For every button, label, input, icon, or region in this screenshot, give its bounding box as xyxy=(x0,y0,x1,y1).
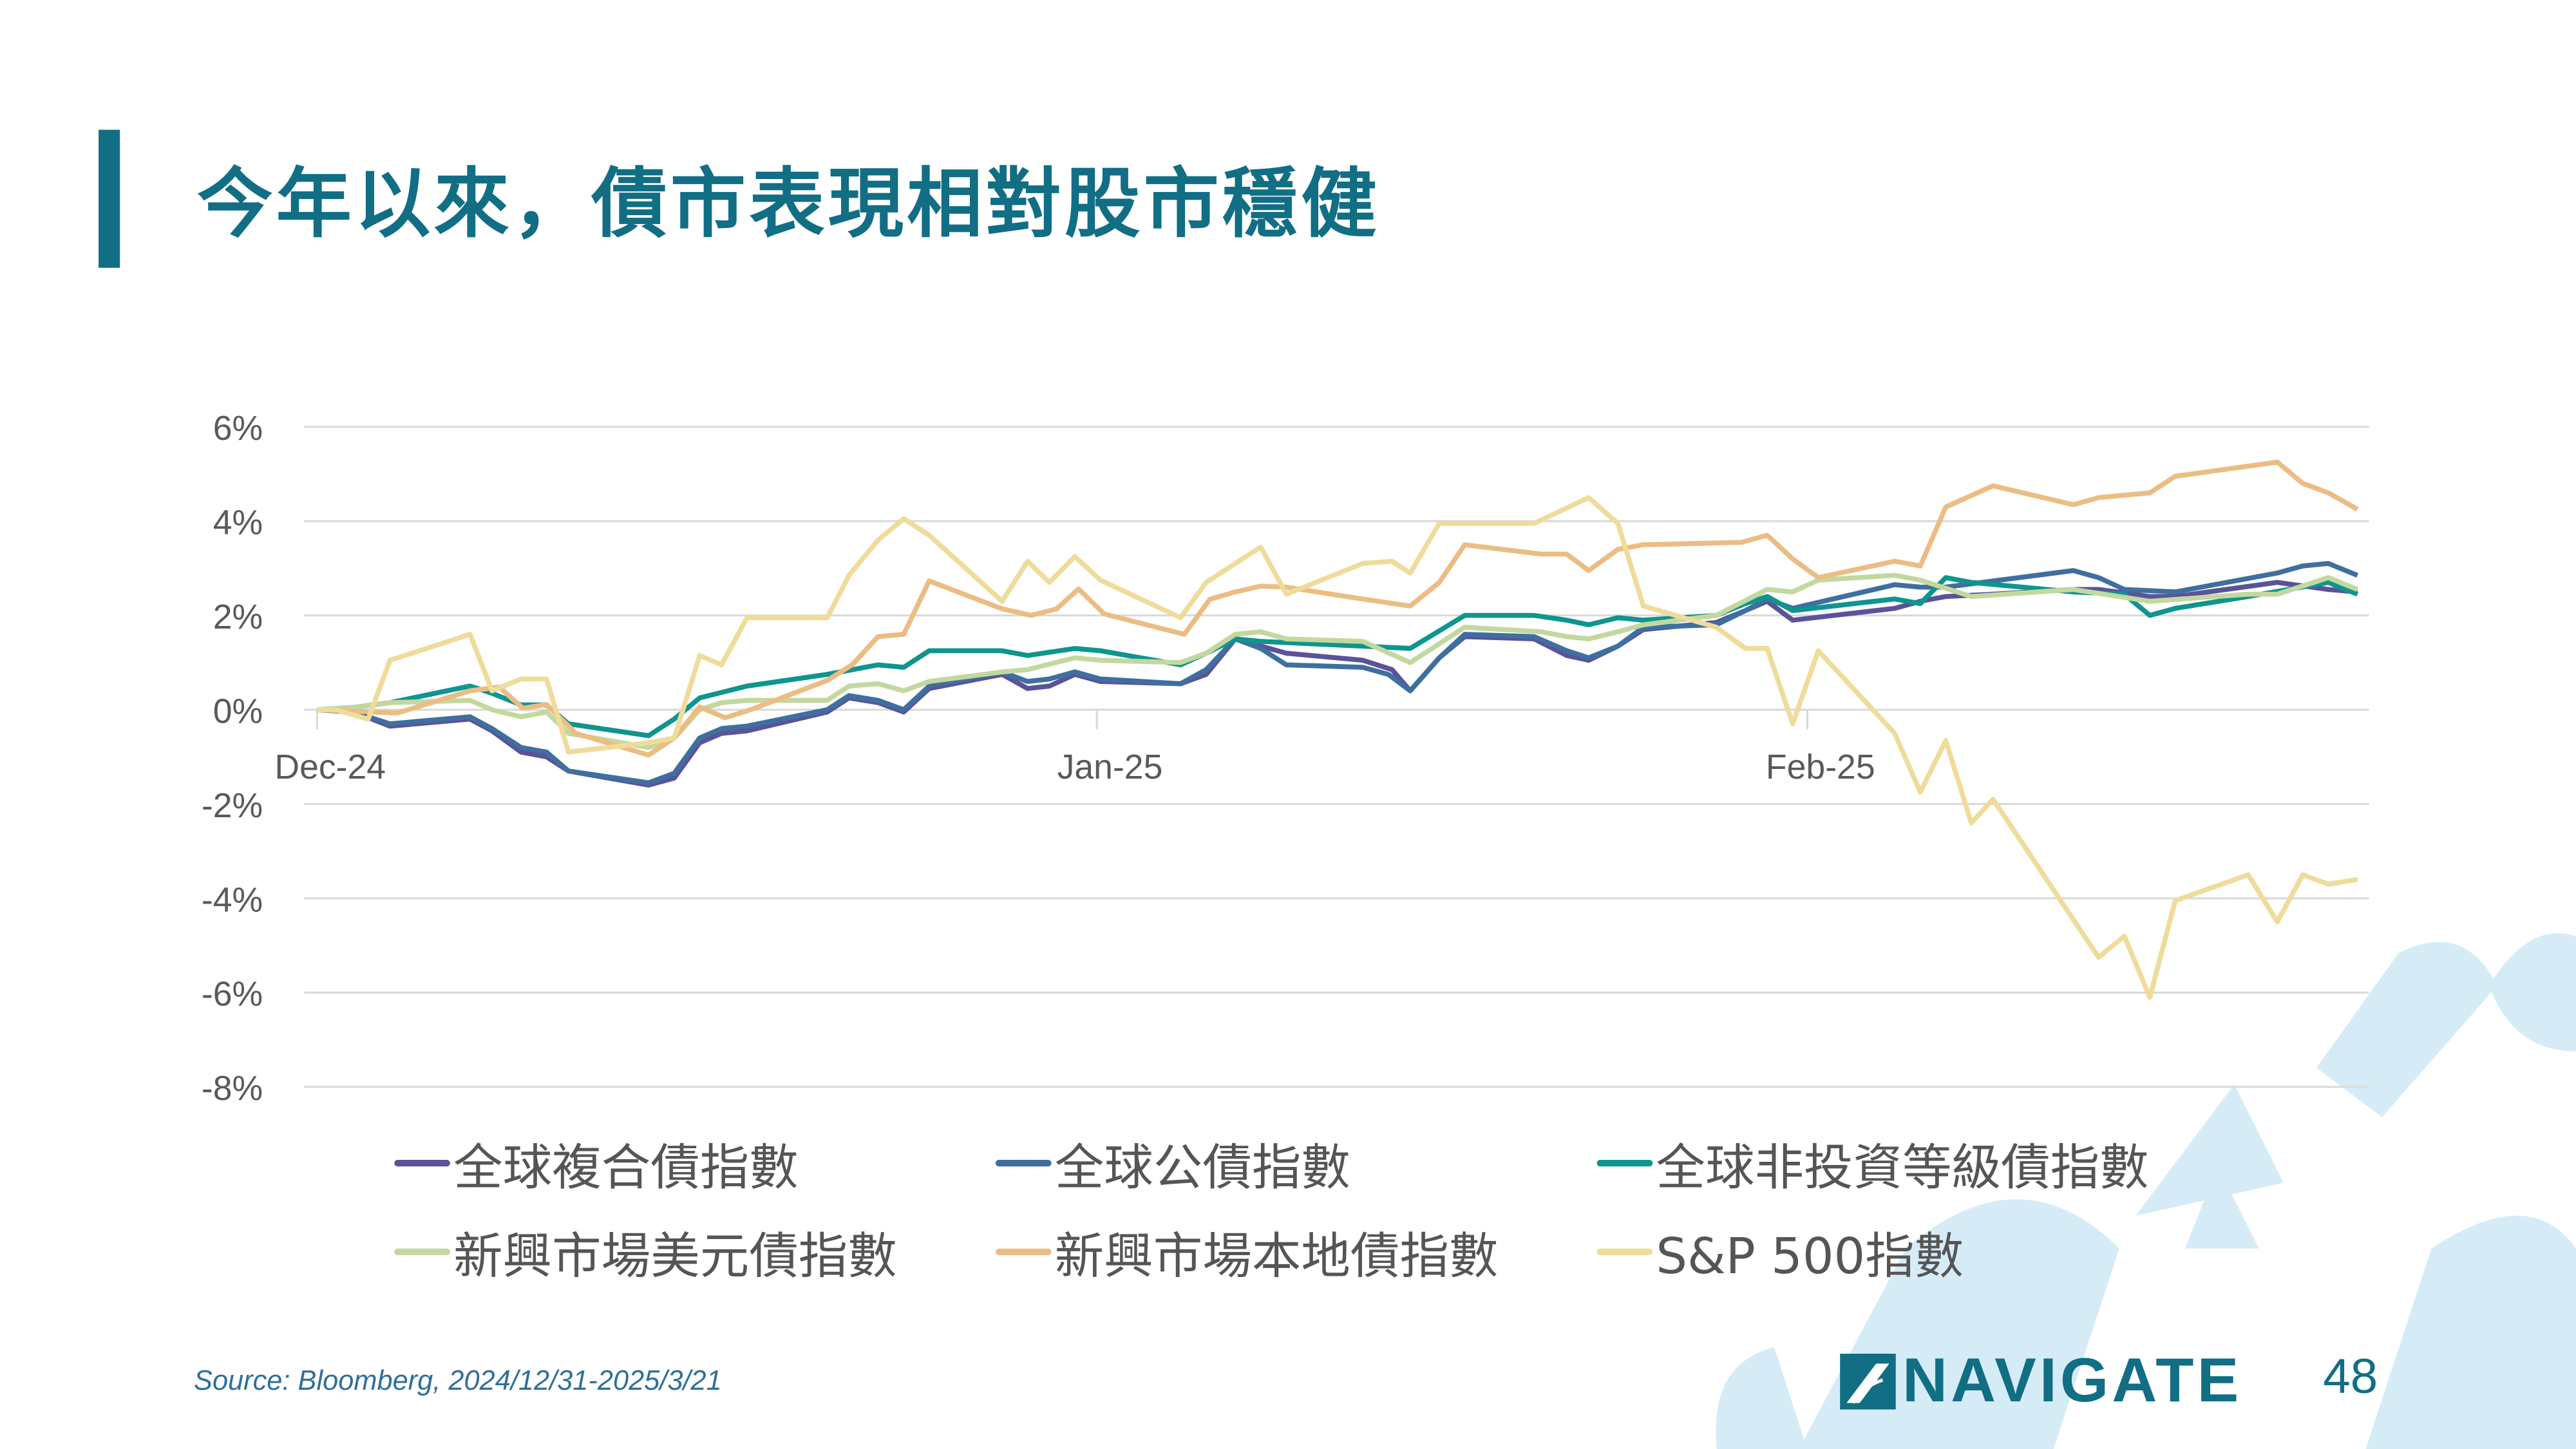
title-accent-bar xyxy=(99,129,120,268)
legend-item: 新興市場美元債指數 xyxy=(394,1219,996,1287)
legend-item: 全球公債指數 xyxy=(995,1130,1597,1198)
legend-item: 全球非投資等級債指數 xyxy=(1596,1130,2221,1198)
legend-label: 新興市場美元債指數 xyxy=(453,1229,897,1287)
legend-swatch xyxy=(995,1248,1052,1255)
legend-item: 全球複合債指數 xyxy=(394,1130,996,1198)
series-line-4 xyxy=(317,459,2359,758)
y-tick-label: -6% xyxy=(202,976,263,1014)
source-note: Source: Bloomberg, 2024/12/31-2025/3/21 xyxy=(194,1365,722,1397)
chart-legend: 全球複合債指數 全球公債指數 全球非投資等級債指數新興市場美元債指數 新興市場本地債指… xyxy=(394,1130,2234,1287)
y-tick-label: -4% xyxy=(202,881,263,919)
page-title: 今年以來，債市表現相對股市穩健 xyxy=(197,159,1380,249)
legend-label: 全球公債指數 xyxy=(1054,1140,1350,1198)
legend-label: 全球非投資等級債指數 xyxy=(1656,1140,2149,1198)
x-tick-label: Dec-24 xyxy=(274,748,386,786)
y-tick-label: 0% xyxy=(213,692,263,730)
legend-swatch xyxy=(995,1160,1052,1167)
page-number: 48 xyxy=(2323,1350,2378,1405)
x-tick-label: Feb-25 xyxy=(1766,748,1875,786)
legend-swatch xyxy=(394,1160,450,1167)
series-line-1 xyxy=(317,561,2359,786)
legend-swatch xyxy=(1596,1160,1653,1167)
x-tick-label: Jan-25 xyxy=(1057,748,1163,786)
y-tick-label: -8% xyxy=(202,1070,263,1108)
y-tick-label: 4% xyxy=(213,504,263,542)
y-tick-label: -2% xyxy=(202,787,263,825)
legend-label: 新興市場本地債指數 xyxy=(1054,1229,1499,1287)
legend-item: 新興市場本地債指數 xyxy=(995,1219,1597,1287)
series-line-0 xyxy=(317,580,2358,788)
legend-item: S&P 500指數 xyxy=(1596,1219,2221,1287)
legend-label: 全球複合債指數 xyxy=(453,1140,799,1198)
legend-swatch xyxy=(394,1248,450,1255)
logo-text: NAVIGATE xyxy=(1902,1347,2242,1416)
navigate-logo: NAVIGATE xyxy=(1840,1350,2242,1413)
series-line-5 xyxy=(317,495,2358,1000)
series-line-3 xyxy=(317,573,2359,750)
y-tick-label: 6% xyxy=(213,410,263,448)
series-line-2 xyxy=(317,575,2359,739)
y-tick-label: 2% xyxy=(213,598,263,636)
legend-label: S&P 500指數 xyxy=(1656,1229,1964,1287)
legend-swatch xyxy=(1596,1248,1653,1255)
navigate-logo-mark-icon xyxy=(1840,1354,1896,1410)
